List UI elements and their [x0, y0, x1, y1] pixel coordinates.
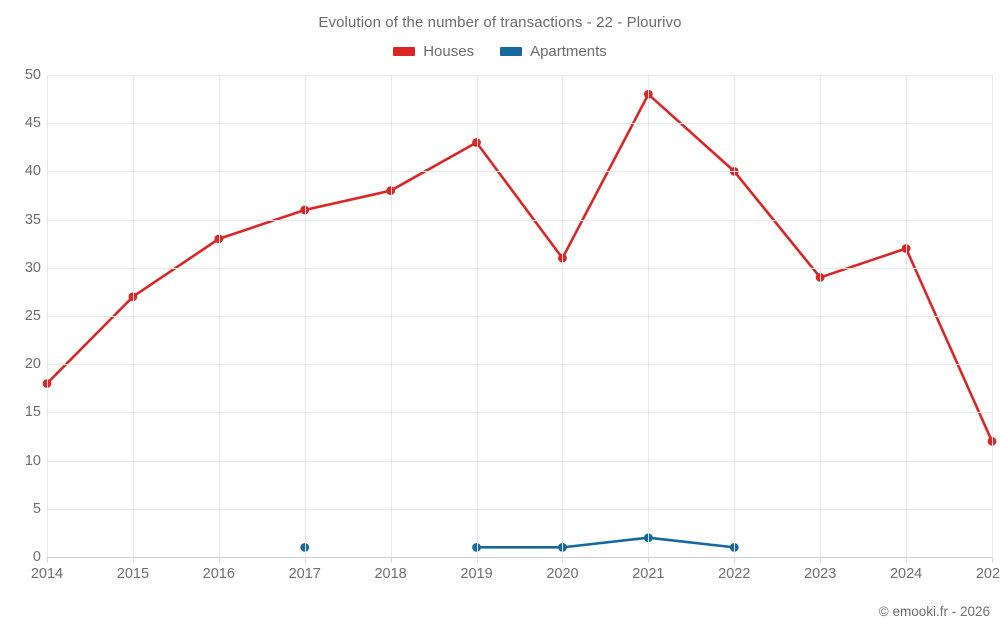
- x-axis-tick-label: 2024: [889, 566, 923, 582]
- grid-line-vertical: [390, 75, 392, 557]
- plot-area: [42, 75, 997, 563]
- grid-line-horizontal: [47, 171, 992, 173]
- grid-line-vertical: [47, 75, 48, 557]
- grid-line-horizontal: [47, 123, 992, 125]
- x-axis-tick: [132, 557, 134, 563]
- grid-line-vertical: [476, 75, 478, 557]
- y-axis-tick-label: 5: [32, 500, 41, 517]
- legend-item-apartments[interactable]: Apartments: [500, 44, 607, 59]
- grid-line-horizontal: [47, 219, 992, 221]
- y-axis-tick-label: 10: [24, 452, 41, 469]
- y-axis-tick-label: 45: [24, 115, 41, 132]
- y-axis-tick-label: 30: [24, 259, 41, 276]
- chart-title: Evolution of the number of transactions …: [318, 14, 682, 31]
- grid-line-horizontal: [47, 364, 992, 366]
- y-axis-tick-label: 35: [24, 211, 41, 228]
- grid-line-vertical: [304, 75, 306, 557]
- grid-line-vertical: [992, 75, 993, 557]
- y-axis-tick-label: 15: [24, 404, 41, 421]
- y-axis-tick-label: 50: [24, 67, 41, 83]
- grid-line-vertical: [906, 75, 908, 557]
- x-axis-tick: [906, 557, 908, 563]
- x-axis-tick: [47, 557, 48, 563]
- x-axis-tick-label: 2018: [374, 566, 407, 582]
- x-axis-tick-label: 2020: [546, 566, 579, 582]
- series-line-houses: [45, 92, 994, 443]
- x-axis-tick: [390, 557, 392, 563]
- x-axis-tick-label: 2014: [30, 566, 64, 582]
- y-axis-tick-label: 0: [32, 549, 41, 565]
- grid-line-horizontal: [47, 412, 992, 414]
- x-axis-tick-label: 2021: [632, 566, 665, 582]
- x-axis-tick: [734, 557, 736, 563]
- grid-line-horizontal: [47, 316, 992, 317]
- grid-line-vertical: [648, 75, 650, 557]
- x-axis-tick: [304, 557, 306, 563]
- x-axis-line: [47, 557, 992, 558]
- series-line-apartments: [475, 536, 736, 549]
- x-axis-tick: [992, 557, 993, 563]
- x-axis-tick: [820, 557, 822, 563]
- y-axis-tick-label: 25: [24, 308, 41, 324]
- x-axis-tick-label: 2015: [116, 566, 150, 582]
- legend-swatch-houses: [393, 47, 416, 56]
- legend-label-houses: Houses: [423, 43, 475, 60]
- x-axis-tick-label: 2023: [804, 566, 837, 582]
- grid-line-vertical: [218, 75, 220, 557]
- y-axis-tick-label: 20: [24, 356, 41, 373]
- legend-label-apartments: Apartments: [530, 43, 607, 60]
- grid-line-horizontal: [47, 508, 992, 510]
- legend-item-houses[interactable]: Houses: [393, 44, 474, 59]
- x-axis-tick-label: 2016: [202, 566, 235, 582]
- x-axis-tick-label: 2022: [718, 566, 751, 582]
- x-axis-tick: [562, 557, 564, 563]
- x-axis-tick: [218, 557, 220, 563]
- y-axis-labels: 0 5 10 15 20 25 30 35 40 45 50: [3, 67, 41, 565]
- grid-line-vertical: [820, 75, 822, 557]
- grid-line-horizontal: [47, 460, 992, 462]
- x-axis-tick: [476, 557, 478, 563]
- data-point-houses[interactable]: [987, 436, 997, 446]
- grid-line-vertical: [132, 75, 134, 557]
- grid-line-vertical: [734, 75, 736, 557]
- x-axis-tick: [648, 557, 650, 563]
- y-axis-tick-label: 40: [24, 163, 41, 180]
- chart-legend: Houses Apartments: [0, 44, 1000, 59]
- x-axis-tick-label: 2019: [460, 566, 493, 582]
- grid-line-vertical: [562, 75, 564, 557]
- footer-credit: © emooki.fr - 2026: [878, 604, 990, 619]
- grid-line-horizontal: [47, 75, 992, 76]
- legend-swatch-apartments: [500, 47, 523, 56]
- grid-line-horizontal: [47, 267, 992, 269]
- x-axis-tick-label: 2017: [288, 566, 321, 582]
- x-axis-labels: 2014 2015 2016 2017 2018 2019 2020 2021 2022 2023…: [31, 566, 1000, 588]
